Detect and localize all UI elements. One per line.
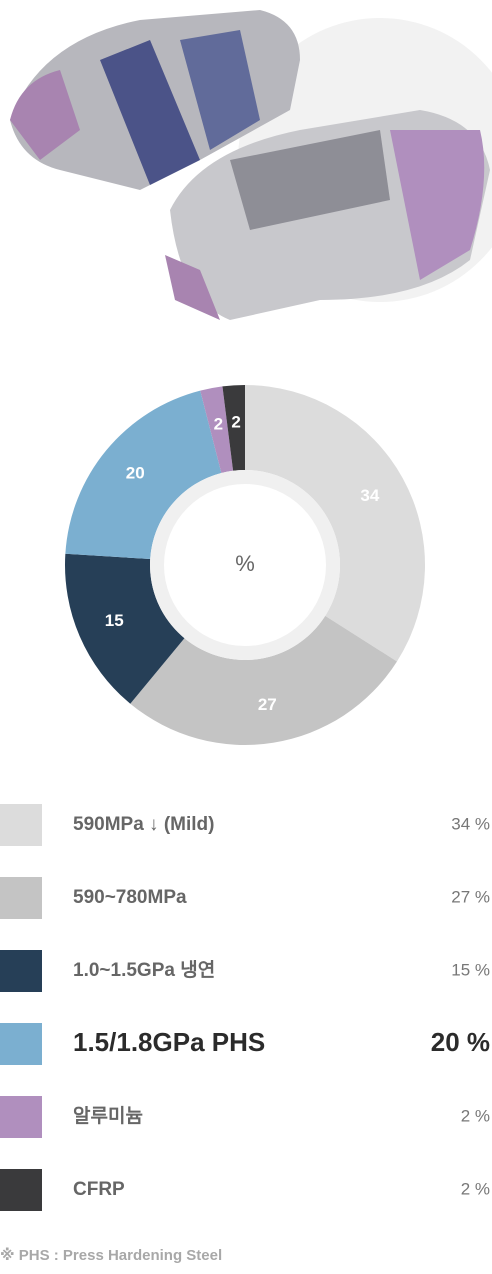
- legend-swatch: [0, 1096, 42, 1138]
- legend-value: 2 %: [461, 1106, 490, 1125]
- legend-value: 27 %: [451, 887, 490, 906]
- legend-label: 590~780MPa: [73, 887, 187, 908]
- legend-swatch: [0, 877, 42, 919]
- legend-value: 34 %: [451, 814, 490, 833]
- car-illustration: [10, 10, 492, 320]
- segment-label: 34: [360, 486, 379, 505]
- legend-value: 15 %: [451, 960, 490, 979]
- legend-swatch: [0, 804, 42, 846]
- donut-segment: [200, 386, 234, 473]
- legend-label: CFRP: [73, 1179, 125, 1200]
- legend-swatch: [0, 1023, 42, 1065]
- segment-label: 2: [231, 412, 240, 431]
- donut-segment: [65, 553, 185, 704]
- donut-segment: [222, 385, 245, 471]
- donut-segment: [130, 615, 397, 745]
- segment-label: 27: [258, 695, 277, 714]
- donut-chart: 34 27 15 20 2 2%: [65, 385, 426, 745]
- legend-label: 알루미늄: [73, 1105, 143, 1127]
- legend-swatch: [0, 1169, 42, 1211]
- center-label: %: [235, 551, 255, 576]
- legend-label: 1.5/1.8GPa PHS: [73, 1027, 265, 1057]
- segment-label: 15: [105, 611, 124, 630]
- donut-segment: [65, 390, 222, 560]
- footnote: ※ PHS : Press Hardening Steel: [0, 1246, 222, 1264]
- legend-label: 590MPa ↓ (Mild): [73, 814, 214, 835]
- segment-label: 2: [214, 415, 223, 434]
- legend-value: 20 %: [431, 1027, 490, 1057]
- legend-value: 2 %: [461, 1179, 490, 1198]
- donut-hole: [164, 484, 326, 646]
- legend-swatch: [0, 950, 42, 992]
- donut-segment: [245, 385, 426, 662]
- legend: 590MPa ↓ (Mild) 34 % 590~780MPa 27 % 1.0~1.5…: [0, 804, 490, 1211]
- legend-label: 1.0~1.5GPa 냉연: [73, 959, 215, 981]
- segment-label: 20: [126, 464, 145, 483]
